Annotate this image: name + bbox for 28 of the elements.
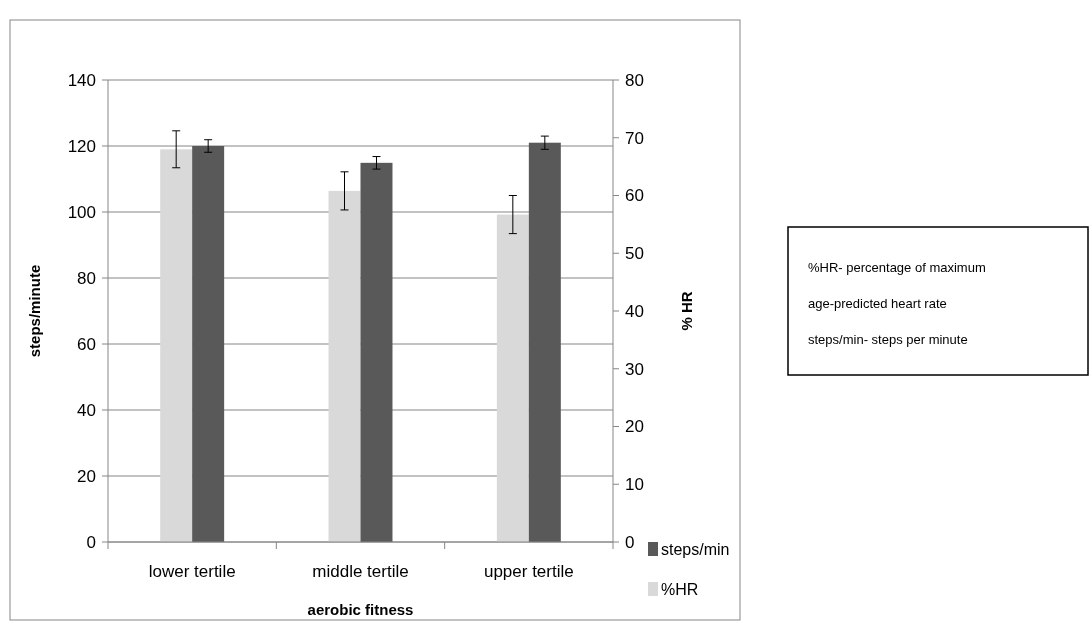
y2-axis-title: % HR [678,291,695,331]
y2-tick-label: 10 [625,475,644,495]
x-tick-label: lower tertile [148,562,236,581]
y2-tick-label: 80 [625,70,644,90]
y-tick-label: 60 [77,334,96,354]
y-tick-label: 120 [67,136,96,156]
x-tick-label: upper tertile [483,562,574,581]
y-tick-label: 80 [77,268,96,288]
y-tick-label: 40 [77,400,96,420]
x-axis-title: aerobic fitness [307,601,414,618]
y-tick-label: 100 [67,202,96,222]
y-tick-label: 0 [86,532,96,552]
y2-tick-label: 70 [625,128,644,148]
y2-tick-label: 50 [625,244,644,264]
y2-tick-label: 20 [625,417,644,437]
y2-tick-label: 60 [625,186,644,206]
y2-tick-label: 40 [625,301,644,321]
y-tick-label: 140 [67,70,96,90]
y2-tick-label: 30 [625,359,644,379]
y2-tick-label: 0 [625,532,635,552]
text: age-predicted heart rate [808,295,947,311]
x-tick-label: middle tertile [312,562,409,581]
text: steps/min- steps per minute [808,331,968,347]
y-tick-label: 20 [77,466,96,486]
y-axis-title: steps/minute [26,264,43,358]
text: %HR- percentage of maximum [808,259,986,275]
legend-label: steps/min [661,540,730,558]
legend-label: %HR [661,580,699,598]
